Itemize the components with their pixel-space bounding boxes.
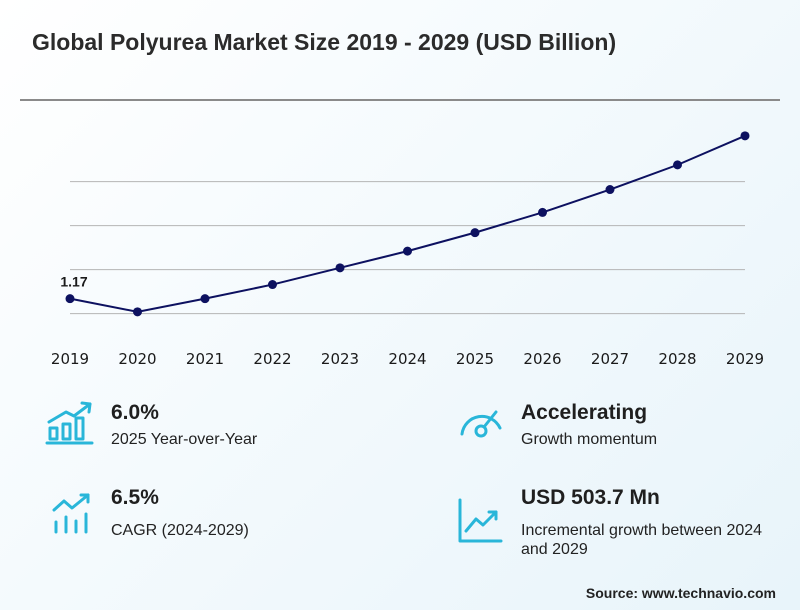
x-tick-label: 2027	[591, 350, 629, 368]
stat-value: Accelerating	[521, 401, 648, 424]
stat-desc: 2025 Year-over-Year	[111, 431, 258, 448]
data-point-2023	[335, 263, 345, 273]
stat-cagr: 6.5% CAGR (2024-2029)	[111, 485, 249, 540]
data-point-2026	[538, 207, 547, 217]
stat-value: 6.0%	[111, 401, 159, 424]
data-point-2029	[740, 131, 750, 141]
data-point-2020	[133, 307, 142, 317]
stat-desc: CAGR (2024-2029)	[111, 522, 249, 539]
stat-value: USD 503.7 Mn	[521, 486, 660, 509]
x-tick-labels: 2019 2020 2021 2022 2023 2024 2025 2026 2027 2028…	[51, 350, 764, 368]
gauge-icon	[460, 410, 502, 438]
source-footer: Source: www.technavio.com	[585, 585, 776, 601]
page-title: Global Polyurea Market Size 2019 - 2029 …	[32, 29, 617, 55]
x-tick-label: 2021	[186, 350, 224, 368]
data-points	[65, 131, 750, 317]
stat-desc: Incremental growth between 2024 and 2029	[521, 522, 763, 558]
bar-chart-growth-icon	[45, 401, 94, 445]
stat-momentum: Accelerating Growth momentum	[521, 400, 657, 449]
data-point-2021	[200, 294, 210, 304]
x-tick-label: 2024	[388, 350, 426, 368]
x-tick-label: 2023	[321, 350, 359, 368]
stat-value: 6.5%	[111, 486, 159, 509]
data-label: 1.17	[60, 274, 87, 290]
x-tick-label: 2022	[253, 350, 291, 368]
title-divider	[20, 99, 780, 101]
stat-incremental: USD 503.7 Mn Incremental growth between …	[521, 485, 771, 559]
x-tick-label: 2028	[658, 350, 696, 368]
line-chart: 1.17 2019 2020 2021 2022 2023 2024 2025 2026 202…	[51, 131, 764, 368]
data-point-2024	[403, 246, 412, 256]
data-labels: 1.17	[60, 274, 87, 290]
series-line	[69, 134, 746, 313]
trend-bars-icon	[52, 493, 90, 534]
data-point-2028	[673, 160, 682, 170]
line-chart-up-icon	[458, 498, 503, 543]
x-tick-label: 2019	[51, 350, 89, 368]
data-point-2019	[65, 294, 75, 304]
x-tick-label: 2025	[456, 350, 494, 368]
stat-yoy: 6.0% 2025 Year-over-Year	[111, 400, 257, 449]
stat-desc: Growth momentum	[521, 431, 658, 448]
data-point-2027	[605, 185, 615, 195]
data-point-2022	[268, 280, 277, 290]
data-point-2025	[470, 228, 480, 238]
x-tick-label: 2026	[523, 350, 561, 368]
x-tick-label: 2020	[118, 350, 156, 368]
x-tick-label: 2029	[726, 350, 764, 368]
